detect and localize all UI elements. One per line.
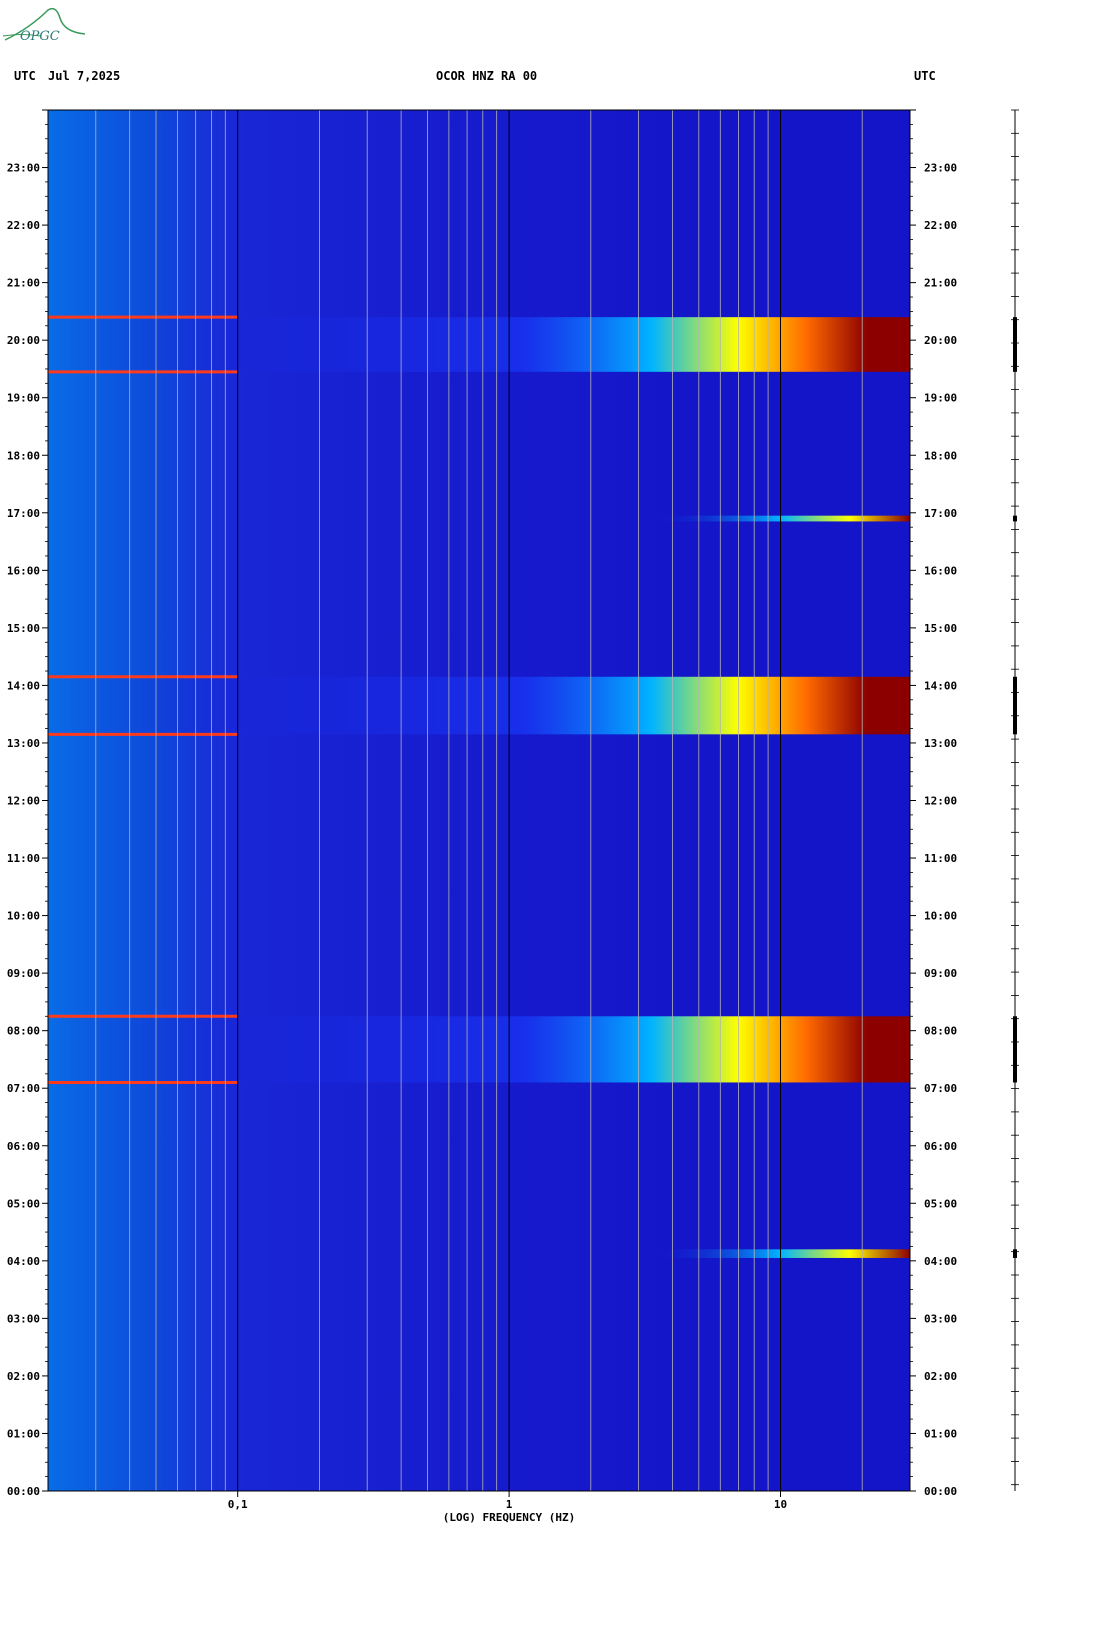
y-tick-label-left: 16:00: [7, 564, 40, 577]
y-tick-label-right: 23:00: [924, 162, 957, 175]
y-tick-label-right: 01:00: [924, 1427, 957, 1440]
event-band-4: [48, 1249, 910, 1258]
y-tick-label-right: 00:00: [924, 1485, 957, 1498]
y-tick-label-left: 03:00: [7, 1312, 40, 1325]
y-tick-label-left: 10:00: [7, 910, 40, 923]
y-tick-label-right: 02:00: [924, 1370, 957, 1383]
y-tick-label-left: 02:00: [7, 1370, 40, 1383]
y-tick-label-left: 23:00: [7, 162, 40, 175]
y-tick-label-left: 11:00: [7, 852, 40, 865]
x-tick-label: 0,1: [228, 1498, 248, 1511]
header-station: OCOR HNZ RA 00: [436, 69, 538, 83]
x-axis-label: (LOG) FREQUENCY (HZ): [443, 1511, 575, 1524]
y-tick-label-right: 21:00: [924, 277, 957, 290]
y-tick-label-left: 12:00: [7, 795, 40, 808]
y-tick-label-right: 07:00: [924, 1082, 957, 1095]
y-tick-label-right: 17:00: [924, 507, 957, 520]
y-tick-label-left: 09:00: [7, 967, 40, 980]
y-tick-label-left: 14:00: [7, 679, 40, 692]
y-tick-label-right: 06:00: [924, 1140, 957, 1153]
y-tick-label-left: 17:00: [7, 507, 40, 520]
logo-text: OPGC: [20, 29, 60, 44]
y-tick-label-left: 18:00: [7, 449, 40, 462]
y-tick-label-right: 08:00: [924, 1025, 957, 1038]
y-tick-label-right: 14:00: [924, 679, 957, 692]
y-tick-label-right: 05:00: [924, 1197, 957, 1210]
x-tick-label: 1: [506, 1498, 513, 1511]
y-tick-label-left: 07:00: [7, 1082, 40, 1095]
y-tick-label-left: 15:00: [7, 622, 40, 635]
y-tick-label-left: 05:00: [7, 1197, 40, 1210]
trace-burst-2: [1013, 676, 1017, 735]
trace-burst-5: [1013, 515, 1017, 522]
y-tick-label-right: 12:00: [924, 795, 957, 808]
trace-burst-1: [1013, 1016, 1017, 1083]
y-tick-label-right: 22:00: [924, 219, 957, 232]
y-tick-label-right: 20:00: [924, 334, 957, 347]
y-tick-label-right: 10:00: [924, 910, 957, 923]
y-tick-label-left: 22:00: [7, 219, 40, 232]
y-tick-label-right: 03:00: [924, 1312, 957, 1325]
event-band-2: [48, 676, 910, 735]
y-tick-label-left: 06:00: [7, 1140, 40, 1153]
event-band-3: [48, 317, 910, 372]
y-tick-label-right: 18:00: [924, 449, 957, 462]
event-band-5: [48, 515, 910, 522]
y-tick-label-left: 21:00: [7, 277, 40, 290]
y-tick-label-right: 16:00: [924, 564, 957, 577]
y-tick-label-left: 20:00: [7, 334, 40, 347]
trace-burst-4: [1013, 1249, 1017, 1258]
x-tick-label: 10: [774, 1498, 787, 1511]
y-tick-label-right: 15:00: [924, 622, 957, 635]
y-tick-label-left: 04:00: [7, 1255, 40, 1268]
header-date: Jul 7,2025: [48, 69, 121, 83]
header-left-tz: UTC: [14, 69, 36, 83]
trace-burst-3: [1013, 317, 1017, 372]
y-tick-label-left: 19:00: [7, 392, 40, 405]
y-tick-label-left: 01:00: [7, 1427, 40, 1440]
header-right-tz: UTC: [914, 69, 936, 83]
y-tick-label-left: 13:00: [7, 737, 40, 750]
y-tick-label-right: 04:00: [924, 1255, 957, 1268]
y-tick-label-right: 09:00: [924, 967, 957, 980]
event-band-1: [48, 1016, 910, 1083]
y-tick-label-right: 19:00: [924, 392, 957, 405]
y-tick-label-right: 11:00: [924, 852, 957, 865]
opgc-logo: OPGC: [2, 7, 86, 44]
y-tick-label-left: 08:00: [7, 1025, 40, 1038]
y-tick-label-right: 13:00: [924, 737, 957, 750]
y-tick-label-left: 00:00: [7, 1485, 40, 1498]
